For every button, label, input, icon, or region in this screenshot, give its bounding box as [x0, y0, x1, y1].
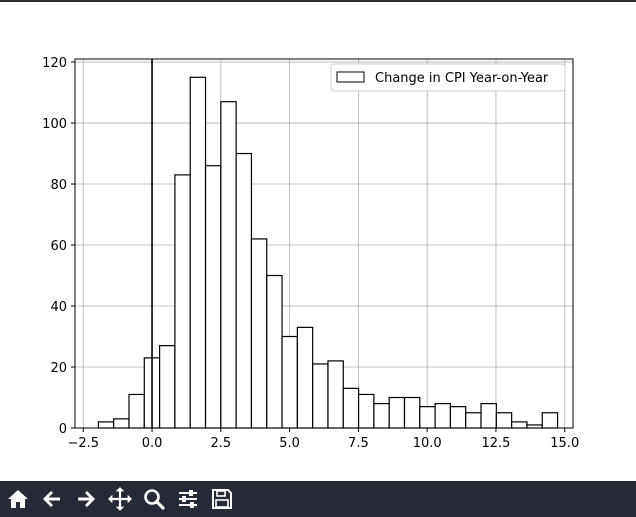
home-icon	[8, 490, 28, 508]
histogram-bar	[434, 403, 452, 429]
histogram-bar	[342, 387, 360, 429]
histogram-bar	[403, 396, 421, 429]
sliders-icon	[179, 490, 197, 508]
floppy-disk-icon	[212, 489, 232, 509]
forward-button[interactable]	[70, 483, 102, 515]
histogram-bar	[419, 406, 436, 429]
histogram-bar	[388, 396, 406, 429]
y-tick-label: 0	[59, 422, 67, 437]
grid-lines	[75, 59, 573, 429]
x-tick-label: 10.0	[413, 436, 442, 451]
histogram-bar	[174, 174, 191, 429]
histogram-bar	[465, 412, 482, 429]
histogram-bar	[204, 165, 222, 429]
histogram-bar	[312, 363, 329, 429]
histogram-bar	[495, 412, 513, 429]
legend-box	[330, 63, 566, 92]
x-tick-label: 5.0	[279, 436, 300, 451]
histogram-bar	[296, 326, 314, 429]
histogram-bar	[266, 274, 283, 429]
y-tick-label: 40	[50, 300, 67, 315]
histogram-bars	[97, 76, 559, 429]
histogram-bar	[113, 418, 130, 429]
histogram-bar	[281, 335, 298, 429]
axis-ticks: −2.5 0.0 2.5 5.0 7.5 10.0 12.5 15.0 0 20 40 60 80 100…	[42, 56, 579, 451]
legend-label: Change in CPI Year-on-Year	[375, 71, 549, 86]
back-button[interactable]	[36, 483, 68, 515]
histogram-bar	[220, 101, 237, 429]
zoom-button[interactable]	[138, 483, 170, 515]
histogram-bar	[327, 360, 344, 429]
configure-subplots-button[interactable]	[172, 483, 204, 515]
histogram-bar	[189, 76, 207, 429]
move-icon	[108, 487, 132, 511]
x-tick-label: 12.5	[481, 436, 510, 451]
legend-swatch	[336, 71, 365, 83]
home-button[interactable]	[2, 483, 34, 515]
histogram-bar	[511, 421, 528, 429]
histogram-bar	[128, 393, 145, 429]
figure-canvas: −2.5 0.0 2.5 5.0 7.5 10.0 12.5 15.0 0 20 40 60 80 100…	[42, 56, 579, 451]
x-tick-label: 2.5	[210, 436, 231, 451]
histogram-bar	[357, 393, 375, 429]
x-tick-label: 0.0	[142, 436, 163, 451]
navigation-toolbar	[0, 481, 636, 517]
y-tick-label: 120	[42, 56, 67, 71]
save-button[interactable]	[206, 483, 238, 515]
x-tick-label: −2.5	[67, 436, 99, 451]
y-tick-label: 20	[50, 361, 67, 376]
histogram-bar	[480, 403, 497, 429]
histogram-bar	[97, 421, 115, 429]
magnifier-icon	[144, 489, 165, 510]
pan-button[interactable]	[104, 483, 136, 515]
y-tick-label: 80	[50, 178, 67, 193]
histogram-chart: −2.5 0.0 2.5 5.0 7.5 10.0 12.5 15.0 0 20 40 60 80 100…	[42, 56, 579, 451]
arrow-left-icon	[43, 491, 60, 507]
axes-frame	[74, 58, 574, 429]
histogram-bar	[250, 238, 268, 429]
histogram-bar	[449, 406, 467, 429]
histogram-bar	[159, 345, 176, 429]
x-tick-label: 7.5	[348, 436, 369, 451]
window-top-border	[0, 0, 636, 2]
x-tick-label: 15.0	[550, 436, 579, 451]
arrow-right-icon	[78, 491, 95, 507]
y-tick-label: 100	[42, 117, 67, 132]
legend: Change in CPI Year-on-Year	[330, 63, 566, 92]
histogram-bar	[541, 412, 559, 429]
histogram-bar	[235, 152, 253, 429]
y-tick-label: 60	[50, 239, 67, 254]
histogram-bar	[373, 403, 390, 429]
